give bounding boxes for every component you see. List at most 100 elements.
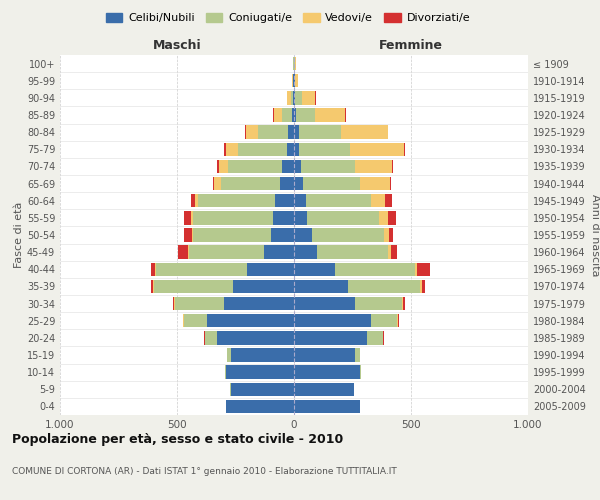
Bar xyxy=(311,228,384,241)
Bar xyxy=(385,194,392,207)
Bar xyxy=(182,314,184,328)
Bar xyxy=(294,91,295,104)
Bar xyxy=(288,126,294,139)
Y-axis label: Fasce di età: Fasce di età xyxy=(14,202,24,268)
Bar xyxy=(398,314,399,328)
Bar xyxy=(359,366,361,379)
Bar xyxy=(401,297,403,310)
Bar xyxy=(178,246,188,259)
Bar xyxy=(341,126,388,139)
Bar xyxy=(421,280,422,293)
Bar xyxy=(293,74,294,88)
Bar xyxy=(295,57,296,70)
Bar xyxy=(221,177,280,190)
Bar xyxy=(302,91,315,104)
Bar xyxy=(397,314,398,328)
Bar xyxy=(294,297,355,310)
Bar xyxy=(294,348,355,362)
Bar xyxy=(299,126,341,139)
Bar xyxy=(231,348,294,362)
Bar xyxy=(294,331,367,344)
Bar xyxy=(294,366,359,379)
Bar xyxy=(271,228,294,241)
Bar xyxy=(283,108,292,122)
Bar xyxy=(217,331,294,344)
Bar xyxy=(294,314,371,328)
Bar xyxy=(304,177,359,190)
Bar xyxy=(155,262,156,276)
Bar xyxy=(246,126,258,139)
Bar xyxy=(174,297,175,310)
Bar xyxy=(245,126,246,139)
Bar xyxy=(226,142,238,156)
Bar xyxy=(371,194,385,207)
Bar xyxy=(392,160,394,173)
Bar xyxy=(273,211,294,224)
Bar xyxy=(191,211,193,224)
Text: Popolazione per età, sesso e stato civile - 2010: Popolazione per età, sesso e stato civil… xyxy=(12,432,343,446)
Bar xyxy=(175,297,224,310)
Legend: Celibi/Nubili, Coniugati/e, Vedovi/e, Divorziati/e: Celibi/Nubili, Coniugati/e, Vedovi/e, Di… xyxy=(101,8,475,28)
Bar xyxy=(225,366,226,379)
Bar xyxy=(295,91,302,104)
Bar xyxy=(294,211,307,224)
Bar xyxy=(294,262,335,276)
Bar xyxy=(217,160,219,173)
Bar xyxy=(287,91,291,104)
Bar xyxy=(238,142,287,156)
Bar xyxy=(151,262,155,276)
Text: Femmine: Femmine xyxy=(379,40,443,52)
Bar xyxy=(296,108,315,122)
Bar xyxy=(390,177,391,190)
Bar xyxy=(184,314,208,328)
Bar xyxy=(307,211,379,224)
Bar xyxy=(214,177,221,190)
Bar xyxy=(417,262,430,276)
Bar xyxy=(193,211,273,224)
Bar xyxy=(294,400,359,413)
Bar xyxy=(233,280,294,293)
Bar xyxy=(294,74,295,88)
Bar xyxy=(384,228,389,241)
Bar xyxy=(367,331,383,344)
Bar xyxy=(317,246,388,259)
Bar xyxy=(415,262,417,276)
Bar xyxy=(247,262,294,276)
Bar xyxy=(299,142,350,156)
Bar xyxy=(355,348,359,362)
Bar xyxy=(205,331,217,344)
Bar xyxy=(306,194,371,207)
Bar xyxy=(355,160,392,173)
Bar xyxy=(193,228,271,241)
Bar xyxy=(294,246,317,259)
Bar xyxy=(389,228,394,241)
Bar xyxy=(184,211,191,224)
Bar xyxy=(355,297,401,310)
Bar xyxy=(263,246,294,259)
Bar xyxy=(154,280,233,293)
Bar xyxy=(294,177,304,190)
Bar xyxy=(280,177,294,190)
Bar xyxy=(291,91,293,104)
Bar xyxy=(151,280,153,293)
Bar xyxy=(294,160,301,173)
Bar xyxy=(315,108,346,122)
Bar xyxy=(283,160,294,173)
Bar xyxy=(350,142,404,156)
Bar xyxy=(224,142,226,156)
Bar xyxy=(188,246,263,259)
Bar xyxy=(219,160,229,173)
Bar xyxy=(388,211,396,224)
Bar xyxy=(226,366,294,379)
Bar xyxy=(294,142,299,156)
Bar xyxy=(294,126,299,139)
Bar xyxy=(229,160,283,173)
Bar xyxy=(359,177,390,190)
Bar xyxy=(194,194,198,207)
Bar xyxy=(422,280,425,293)
Bar xyxy=(293,91,294,104)
Bar xyxy=(227,348,231,362)
Bar xyxy=(258,126,288,139)
Bar xyxy=(294,194,306,207)
Y-axis label: Anni di nascita: Anni di nascita xyxy=(590,194,599,276)
